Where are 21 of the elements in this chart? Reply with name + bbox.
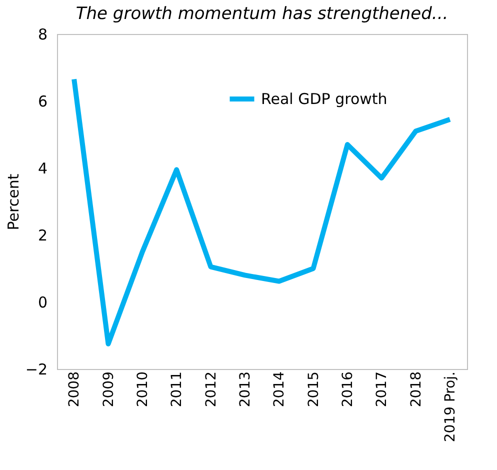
x-tick-label: 2011 — [169, 372, 186, 408]
legend-label: Real GDP growth — [261, 90, 388, 108]
y-tick-label: 4 — [38, 160, 48, 178]
y-tick-label: −2 — [25, 360, 48, 378]
y-tick-label: 6 — [38, 92, 48, 110]
y-tick-label: 0 — [38, 294, 48, 312]
y-axis-title: Percent — [4, 174, 22, 230]
x-tick-label: 2014 — [272, 371, 288, 408]
y-tick-label: 2 — [38, 226, 48, 244]
x-tick-label: 2016 — [340, 371, 356, 408]
x-tick-label: 2009 — [100, 372, 117, 408]
x-tick-label: 2008 — [66, 372, 83, 408]
x-tick-label: 2010 — [134, 372, 151, 408]
chart-title: The growth momentum has strengthened... — [76, 4, 448, 24]
y-tick-label: 8 — [38, 26, 48, 44]
x-tick-label: 2012 — [203, 372, 220, 408]
x-tick-label: 2017 — [374, 372, 390, 408]
x-tick-label: 2019 Proj. — [442, 372, 458, 442]
x-tick-label: 2013 — [237, 372, 254, 408]
x-tick-label: 2018 — [408, 372, 424, 408]
x-tick-label: 2015 — [306, 372, 322, 408]
